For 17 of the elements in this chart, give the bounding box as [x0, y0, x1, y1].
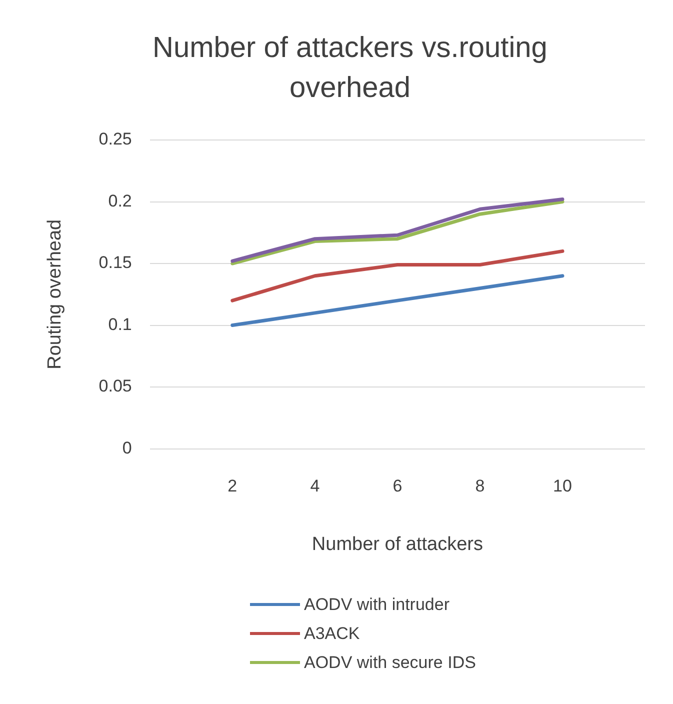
y-tick-label: 0.15	[98, 253, 132, 272]
legend-label: AODV with secure IDS	[304, 652, 476, 672]
x-tick-label: 6	[392, 476, 402, 496]
y-axis-title: Routing overhead	[44, 219, 66, 370]
y-tick-label: 0	[122, 438, 132, 458]
y-tick-label: 0.05	[98, 376, 132, 396]
x-tick-label: 8	[475, 476, 485, 496]
y-tick-label: 0.2	[108, 191, 132, 210]
chart-title: Number of attackers vs.routing overhead	[152, 31, 548, 106]
y-tick-label: 0.25	[98, 130, 132, 149]
x-tick-label: 4	[310, 476, 320, 496]
x-tick-label: 10	[553, 476, 572, 496]
legend-label: AODV with intruder	[304, 594, 450, 614]
x-tick-label: 2	[228, 476, 238, 496]
x-axis-title: Number of attackers	[312, 534, 483, 555]
y-tick-label: 0.1	[108, 314, 132, 334]
legend-label: A3ACK	[304, 624, 360, 644]
